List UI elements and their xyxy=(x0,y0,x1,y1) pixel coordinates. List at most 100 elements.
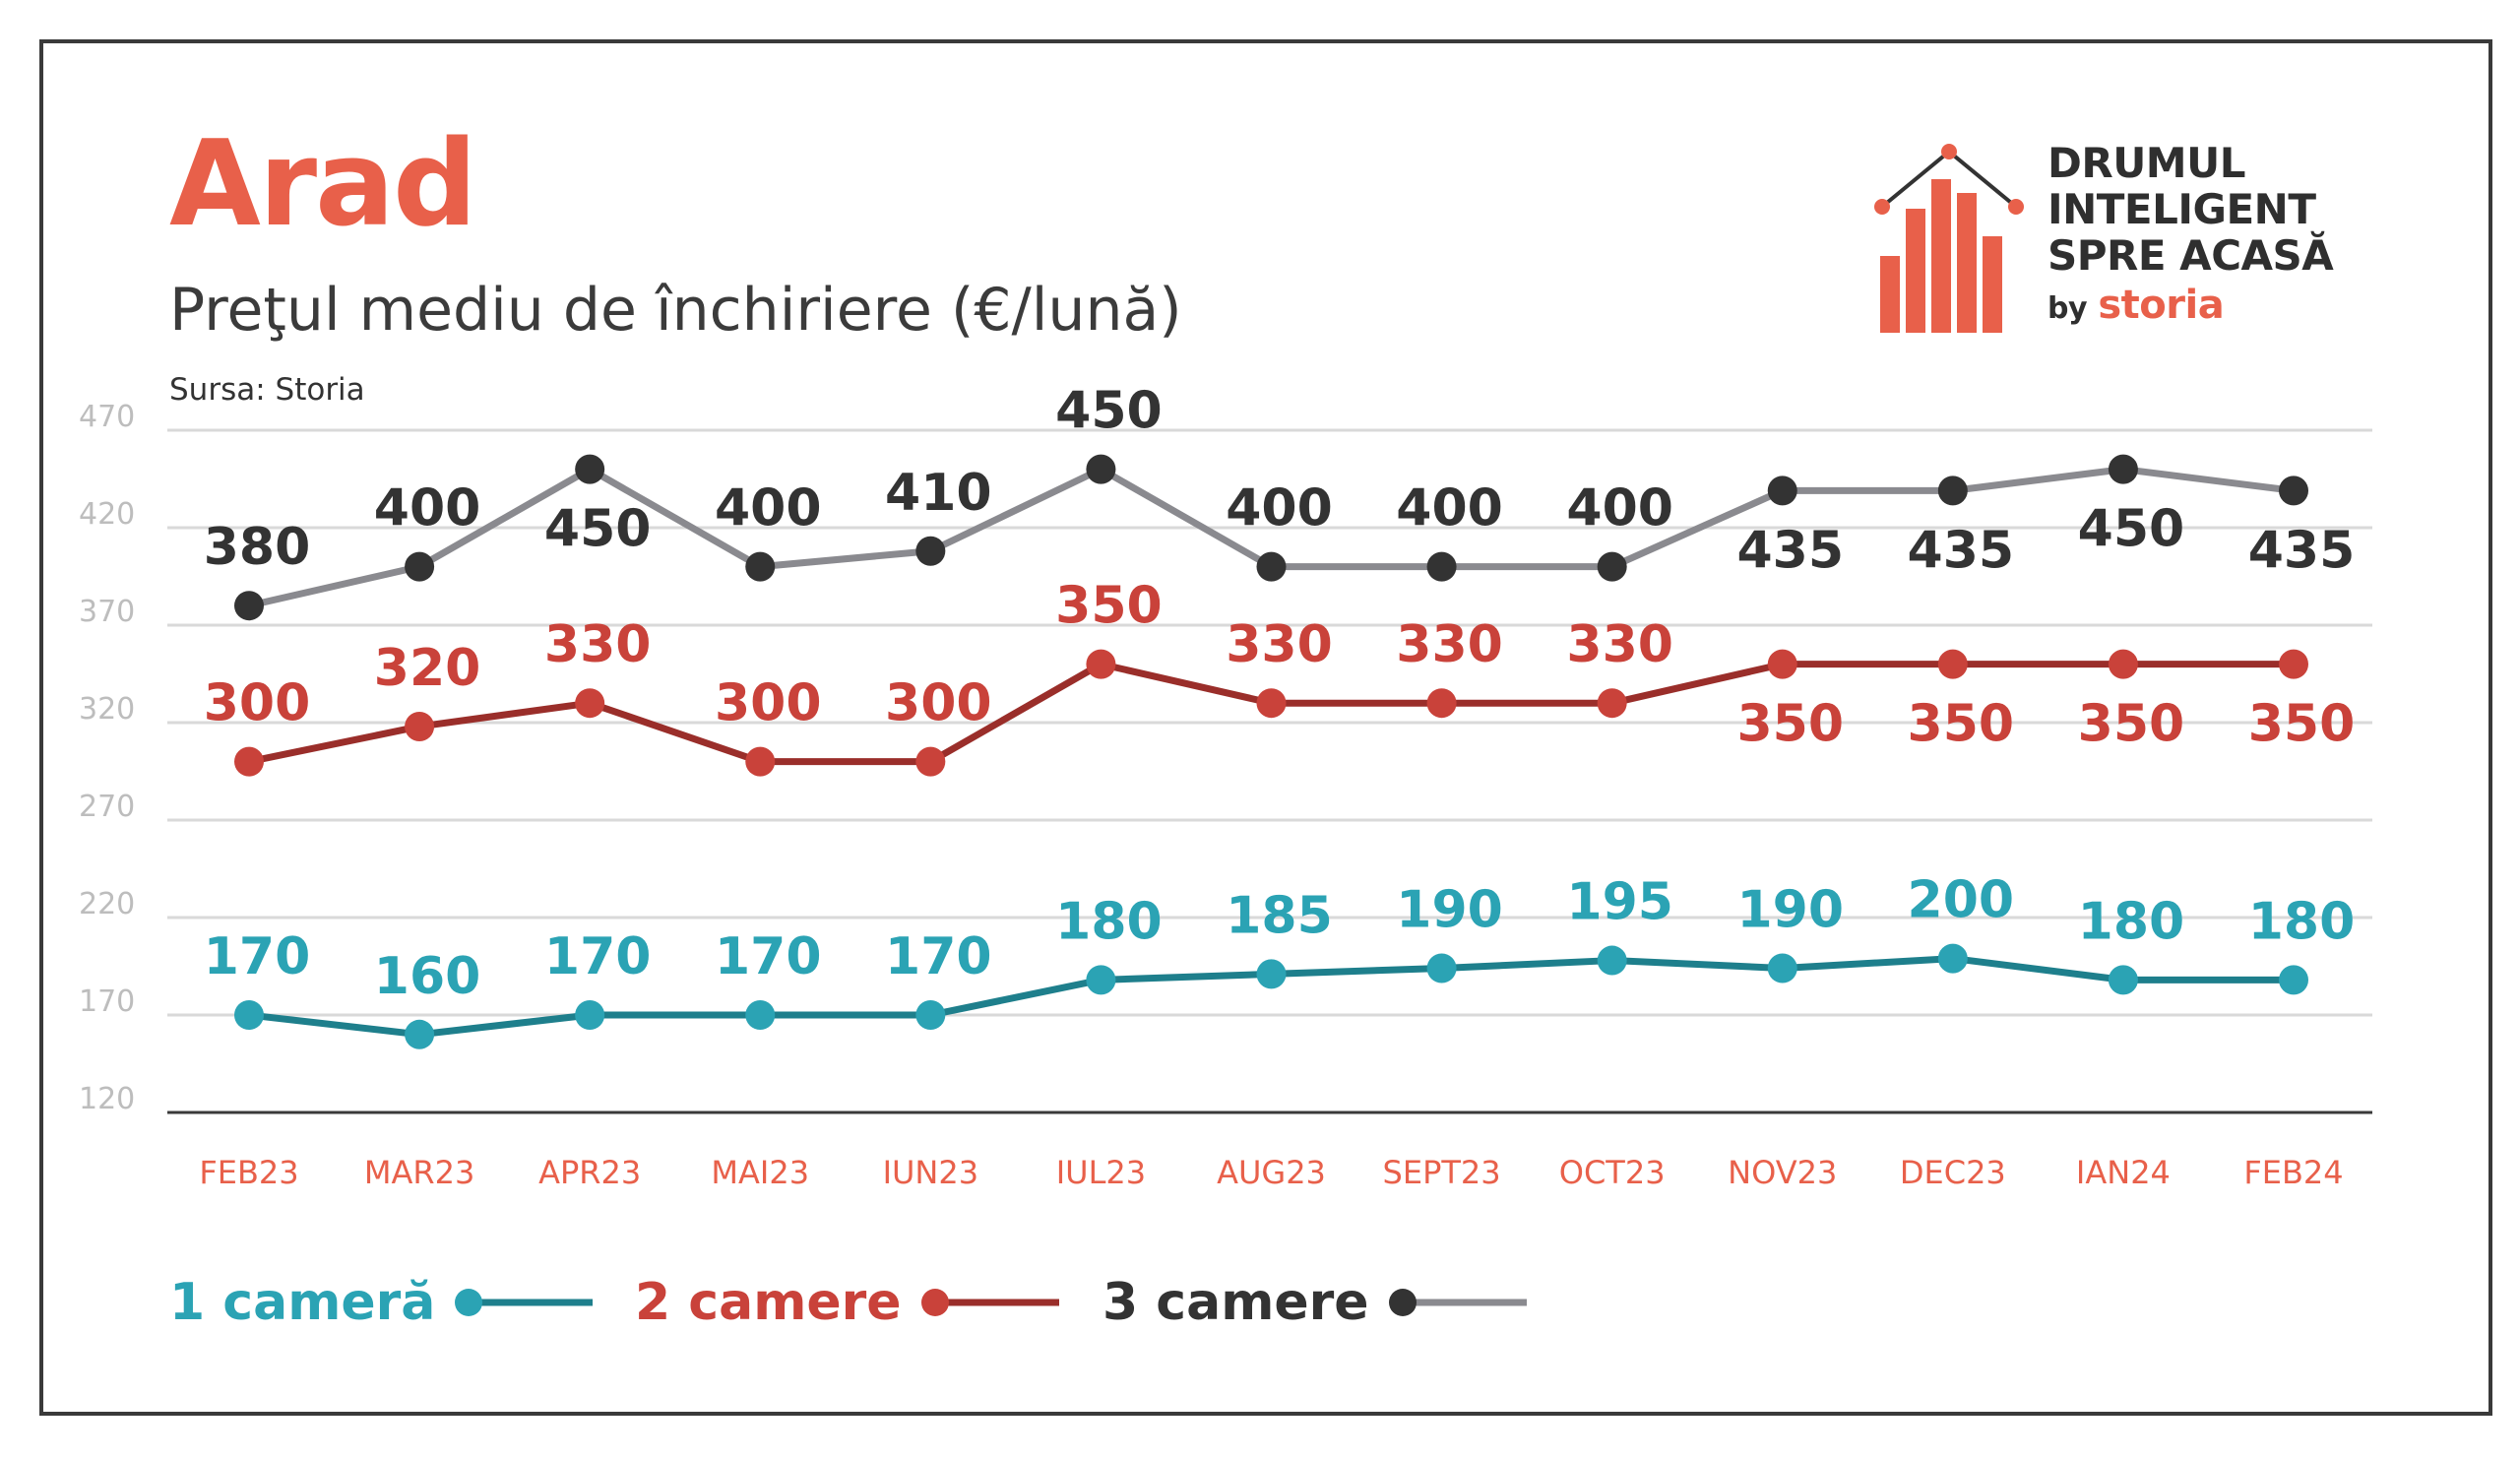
data-point xyxy=(405,1019,435,1049)
x-tick-label: MAR23 xyxy=(364,1154,474,1191)
data-point xyxy=(405,551,435,582)
data-label: 400 xyxy=(374,479,481,539)
data-point xyxy=(405,711,435,741)
data-point xyxy=(575,688,605,719)
data-label: 300 xyxy=(715,674,822,733)
y-tick-label: 220 xyxy=(79,887,135,921)
data-label: 300 xyxy=(204,674,311,733)
data-point xyxy=(2108,454,2138,484)
legend-label-2: 2 camere xyxy=(635,1273,902,1332)
data-label: 350 xyxy=(2078,695,2185,754)
data-point xyxy=(1767,953,1797,983)
data-label: 410 xyxy=(885,464,992,523)
data-point xyxy=(745,746,776,777)
x-tick-label: APR23 xyxy=(538,1154,641,1191)
data-label: 350 xyxy=(1736,695,1844,754)
data-label: 435 xyxy=(1736,521,1844,580)
data-point xyxy=(1767,649,1797,679)
data-label: 400 xyxy=(1566,479,1673,539)
data-label: 170 xyxy=(204,927,311,986)
data-label: 330 xyxy=(1566,615,1673,674)
y-tick-label: 420 xyxy=(79,497,135,532)
data-point xyxy=(1597,688,1627,719)
data-point xyxy=(2279,965,2308,995)
source-note: Sursa: Storia xyxy=(169,372,365,408)
data-label: 190 xyxy=(1736,880,1844,939)
data-point xyxy=(745,551,776,582)
data-label: 435 xyxy=(2248,521,2356,580)
data-label: 195 xyxy=(1566,873,1673,932)
data-label: 400 xyxy=(1396,479,1503,539)
x-tick-label: MAI23 xyxy=(711,1154,809,1191)
y-tick-label: 320 xyxy=(79,692,135,727)
logo-line-1: DRUMUL xyxy=(2048,139,2245,187)
x-tick-label: NOV23 xyxy=(1728,1154,1837,1191)
data-point xyxy=(1767,476,1797,506)
chart-frame xyxy=(39,39,2492,1416)
data-label: 330 xyxy=(1396,615,1503,674)
data-label: 180 xyxy=(1055,892,1163,951)
data-label: 185 xyxy=(1226,886,1333,945)
y-tick-label: 270 xyxy=(79,790,135,824)
data-label: 180 xyxy=(2078,892,2185,951)
data-label: 180 xyxy=(2248,892,2356,951)
legend-sample-1-icon xyxy=(455,1289,594,1316)
data-point xyxy=(915,746,946,777)
legend-sample-2-icon xyxy=(920,1289,1059,1316)
data-point xyxy=(915,536,946,566)
data-label: 350 xyxy=(1908,695,2015,754)
data-label: 170 xyxy=(715,927,822,986)
chart-subtitle: Preţul mediu de închiriere (€/lună) xyxy=(169,276,1182,345)
legend-dot-2 xyxy=(920,1289,949,1316)
storia-logo-icon xyxy=(1874,144,2024,333)
data-point xyxy=(2279,649,2308,679)
data-label: 435 xyxy=(1908,521,2015,580)
data-label: 170 xyxy=(885,927,992,986)
data-label: 330 xyxy=(544,615,652,674)
legend-item-1: 1 cameră xyxy=(169,1268,602,1337)
x-tick-label: IUL23 xyxy=(1056,1154,1146,1191)
data-label: 170 xyxy=(544,927,652,986)
legend-dot-1 xyxy=(455,1289,483,1316)
y-tick-label: 170 xyxy=(79,984,135,1019)
data-point xyxy=(234,746,264,777)
x-tick-label: FEB23 xyxy=(199,1154,298,1191)
data-point xyxy=(1937,649,1968,679)
legend-label-1: 1 cameră xyxy=(169,1273,436,1332)
data-point xyxy=(234,1000,264,1030)
chart-title: Arad xyxy=(169,116,477,253)
data-label: 350 xyxy=(1055,577,1163,636)
x-tick-label: IAN24 xyxy=(2076,1154,2171,1191)
x-tick-label: DEC23 xyxy=(1900,1154,2006,1191)
data-point xyxy=(2108,649,2138,679)
data-label: 450 xyxy=(544,500,652,559)
legend-dot-3 xyxy=(1388,1289,1417,1316)
legend-sample-3-icon xyxy=(1388,1289,1527,1316)
data-point xyxy=(575,454,605,484)
data-label: 320 xyxy=(374,639,481,698)
data-label: 380 xyxy=(204,518,311,577)
logo-wordmark: DRUMUL INTELIGENT SPRE ACASĂ by storia xyxy=(2048,139,2334,332)
data-point xyxy=(2279,476,2308,506)
data-point xyxy=(1426,551,1457,582)
x-tick-label: FEB24 xyxy=(2243,1154,2343,1191)
data-point xyxy=(1426,688,1457,719)
data-label: 350 xyxy=(2248,695,2356,754)
x-tick-label: SEPT23 xyxy=(1383,1154,1501,1191)
data-label: 160 xyxy=(374,947,481,1006)
data-point xyxy=(1086,649,1116,679)
y-tick-label: 120 xyxy=(79,1082,135,1116)
legend-item-2: 2 camere xyxy=(635,1268,1069,1337)
y-tick-label: 370 xyxy=(79,595,135,629)
data-label: 200 xyxy=(1908,871,2015,930)
logo-byline: by storia xyxy=(2048,283,2333,332)
data-label: 190 xyxy=(1396,880,1503,939)
y-tick-label: 470 xyxy=(79,400,135,434)
data-point xyxy=(915,1000,946,1030)
data-point xyxy=(1256,688,1287,719)
logo-line-2: INTELIGENT xyxy=(2048,185,2316,233)
data-label: 400 xyxy=(715,479,822,539)
data-point xyxy=(2108,965,2138,995)
logo-line-3: SPRE ACASĂ xyxy=(2048,231,2334,280)
